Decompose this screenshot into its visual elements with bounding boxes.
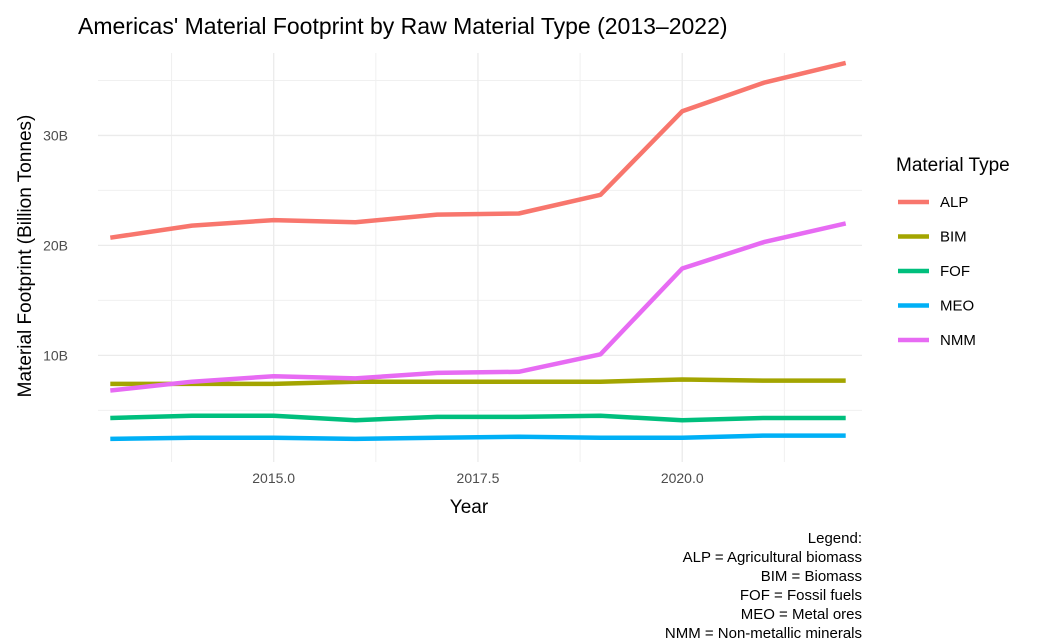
legend-title: Material Type bbox=[896, 155, 1010, 176]
legend: ALP BIM FOF MEO NMM bbox=[898, 194, 976, 349]
series-line-fof bbox=[110, 413, 846, 423]
series-line-nmm bbox=[110, 221, 847, 393]
x-tick-label: 2015.0 bbox=[252, 470, 295, 486]
y-tick-label: 10B bbox=[43, 347, 68, 363]
legend-label-nmm: NMM bbox=[940, 332, 976, 349]
legend-label-bim: BIM bbox=[940, 229, 967, 246]
y-tick-label: 30B bbox=[43, 127, 68, 143]
series-line-alp bbox=[109, 60, 847, 240]
caption-line: ALP = Agricultural biomass bbox=[683, 549, 862, 566]
chart-title: Americas' Material Footprint by Raw Mate… bbox=[78, 13, 728, 39]
grid bbox=[98, 53, 862, 462]
x-axis-label: Year bbox=[450, 497, 489, 518]
series-line-bim bbox=[110, 377, 846, 387]
caption-line: Legend: bbox=[808, 530, 862, 547]
series-lines bbox=[109, 60, 847, 442]
y-axis-ticks: 10B 20B 30B bbox=[43, 127, 68, 363]
caption-line: FOF = Fossil fuels bbox=[740, 587, 862, 604]
legend-label-alp: ALP bbox=[940, 194, 968, 211]
caption-line: NMM = Non-metallic minerals bbox=[665, 625, 862, 642]
x-tick-label: 2017.5 bbox=[457, 470, 500, 486]
y-tick-label: 20B bbox=[43, 237, 68, 253]
x-tick-label: 2020.0 bbox=[661, 470, 704, 486]
caption-line: BIM = Biomass bbox=[761, 568, 862, 585]
caption: Legend: ALP = Agricultural biomass BIM = B… bbox=[665, 530, 862, 642]
legend-label-meo: MEO bbox=[940, 298, 974, 315]
y-axis-label: Material Footprint (Billion Tonnes) bbox=[15, 115, 36, 398]
caption-line: MEO = Metal ores bbox=[741, 606, 862, 623]
series-line-meo bbox=[110, 433, 846, 442]
x-axis-ticks: 2015.0 2017.5 2020.0 bbox=[252, 470, 704, 486]
legend-label-fof: FOF bbox=[940, 263, 970, 280]
